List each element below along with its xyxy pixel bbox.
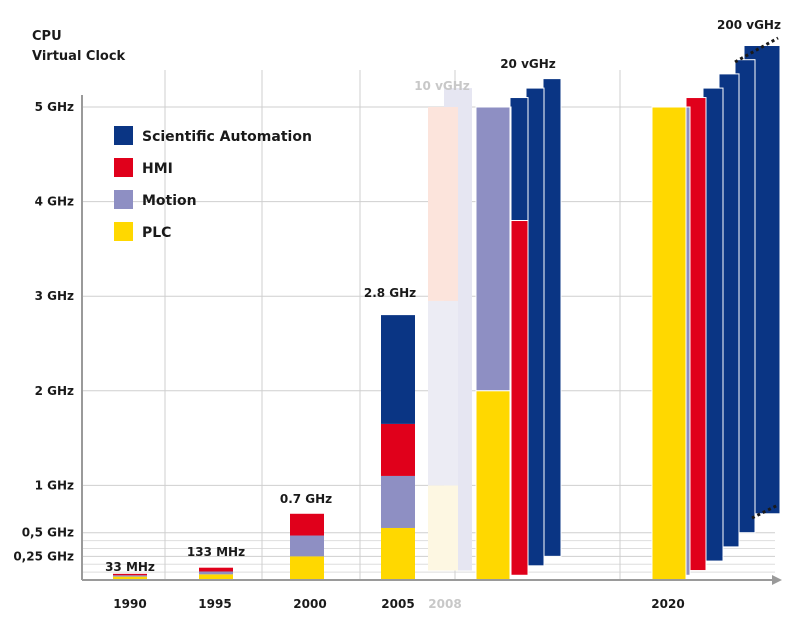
x-axis-arrow <box>772 575 782 585</box>
x-tick-label: 2005 <box>381 597 414 611</box>
bar-1990-plc <box>113 576 147 580</box>
y-tick-label: 2 GHz <box>35 384 74 398</box>
legend: Scientific Automation HMI Motion PLC <box>114 126 312 241</box>
x-tick-labels: 1990 1995 2000 2005 2008 2020 <box>113 597 684 611</box>
y-tick-label: 0,25 GHz <box>13 549 74 563</box>
bar-1990-hmi <box>113 573 147 576</box>
bar-2008-hmi <box>509 220 529 576</box>
overflow-dots-bottom <box>751 503 779 520</box>
overflow-dots-top <box>734 36 779 64</box>
legend-label: Motion <box>142 193 197 209</box>
legend-label: Scientific Automation <box>142 129 312 145</box>
bar-2008-faded-motion <box>428 300 458 486</box>
x-tick-label: 1990 <box>113 597 146 611</box>
legend-label: PLC <box>142 225 171 241</box>
bar-2000-plc <box>290 556 324 580</box>
legend-swatch <box>114 126 133 145</box>
bar-2008-motion <box>475 106 511 392</box>
bar-1995-hmi <box>199 567 233 572</box>
chart-title: CPU Virtual Clock <box>32 29 126 64</box>
bar-2008-plc <box>475 390 511 581</box>
x-tick-label: 2020 <box>651 597 684 611</box>
value-label: 200 vGHz <box>717 18 781 32</box>
y-tick-label: 5 GHz <box>35 100 74 114</box>
chart-title-line-2: Virtual Clock <box>32 49 126 64</box>
y-tick-label: 3 GHz <box>35 289 74 303</box>
bar-2005-plc <box>381 527 415 580</box>
value-label: 20 vGHz <box>500 57 556 71</box>
value-labels: 33 MHz 133 MHz 0.7 GHz 2.8 GHz 10 vGHz 20 vGH… <box>105 18 781 574</box>
y-tick-labels: 0,25 GHz 0,5 GHz 1 GHz 2 GHz 3 GHz 4 GHz 5 GHz <box>13 100 74 563</box>
legend-label: HMI <box>142 161 173 177</box>
y-tick-label: 4 GHz <box>35 195 74 209</box>
bar-2008-faded-plc <box>428 485 458 571</box>
bar-2008-scientific-back <box>542 78 562 557</box>
value-label: 133 MHz <box>187 545 245 559</box>
legend-swatch <box>114 222 133 241</box>
x-tick-label: 1995 <box>198 597 231 611</box>
bar-2000-motion <box>290 535 324 557</box>
bar-2005-motion <box>381 475 415 528</box>
bar-2008-scientific-mid <box>525 87 545 567</box>
bar-2005-scientific <box>381 315 415 424</box>
value-label: 33 MHz <box>105 560 155 574</box>
value-label: 10 vGHz <box>414 79 470 93</box>
x-tick-label: 2008 <box>428 597 461 611</box>
bar-2005-hmi <box>381 423 415 476</box>
chart-title-line-1: CPU <box>32 29 62 44</box>
bar-2020-plc <box>651 106 687 581</box>
y-tick-label: 0,5 GHz <box>22 526 74 540</box>
axes <box>81 95 782 585</box>
bars <box>113 36 781 581</box>
bar-2008-scientific <box>509 97 529 222</box>
bar-1995-motion <box>199 571 233 575</box>
value-label: 2.8 GHz <box>364 286 416 300</box>
bar-2000-hmi <box>290 513 324 536</box>
legend-swatch <box>114 190 133 209</box>
y-tick-label: 1 GHz <box>35 478 74 492</box>
value-label: 0.7 GHz <box>280 492 332 506</box>
x-tick-label: 2000 <box>293 597 326 611</box>
legend-swatch <box>114 158 133 177</box>
bar-1995-plc <box>199 574 233 580</box>
bar-1990-motion <box>113 575 147 577</box>
bar-2008-faded-hmi <box>428 107 458 301</box>
